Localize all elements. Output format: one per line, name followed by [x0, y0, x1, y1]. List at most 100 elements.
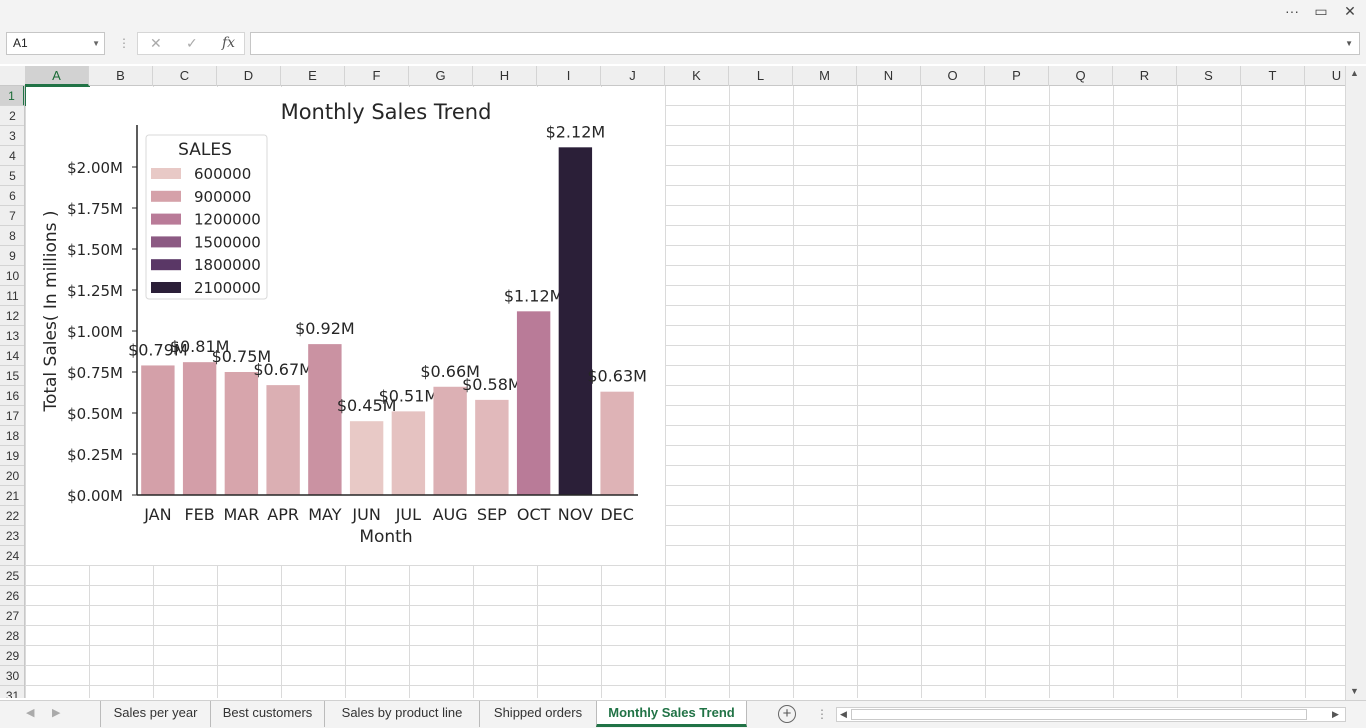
close-window-icon[interactable]: ✕ [1344, 3, 1356, 19]
column-header-i[interactable]: I [537, 66, 601, 86]
value-label-aug: $0.66M [420, 362, 480, 381]
row-header-14[interactable]: 14 [0, 346, 24, 366]
row-header-9[interactable]: 9 [0, 246, 24, 266]
column-header-m[interactable]: M [793, 66, 857, 86]
column-header-r[interactable]: R [1113, 66, 1177, 86]
row-header-1[interactable]: 1 [0, 86, 24, 106]
row-header-24[interactable]: 24 [0, 546, 24, 566]
row-header-12[interactable]: 12 [0, 306, 24, 326]
column-header-g[interactable]: G [409, 66, 473, 86]
scroll-right-icon[interactable]: ▶ [1332, 709, 1339, 719]
insert-function-icon[interactable]: fx [222, 35, 236, 51]
tab-scroll-left-icon[interactable]: ◀ [26, 707, 35, 719]
column-header-h[interactable]: H [473, 66, 537, 86]
scroll-down-icon[interactable]: ▼ [1350, 686, 1359, 696]
tab-sales-by-product-line[interactable]: Sales by product line [324, 701, 479, 727]
column-header-q[interactable]: Q [1049, 66, 1113, 86]
column-header-t[interactable]: T [1241, 66, 1305, 86]
more-options-icon[interactable]: ··· [1285, 3, 1299, 19]
row-header-26[interactable]: 26 [0, 586, 24, 606]
row-header-7[interactable]: 7 [0, 206, 24, 226]
column-header-p[interactable]: P [985, 66, 1049, 86]
row-header-21[interactable]: 21 [0, 486, 24, 506]
row-header-13[interactable]: 13 [0, 326, 24, 346]
expand-formula-icon[interactable]: ▼ [1345, 39, 1353, 48]
legend-entry: 1800000 [194, 256, 261, 274]
row-header-27[interactable]: 27 [0, 606, 24, 626]
row-header-23[interactable]: 23 [0, 526, 24, 546]
bar-feb [182, 362, 217, 495]
name-box[interactable]: A1 ▼ [6, 32, 105, 55]
row-header-30[interactable]: 30 [0, 666, 24, 686]
row-headers: 1 2 3 4 5 6 7 8 9 10 11 12 13 14 15 16 17 18 19 20 21 22 23 24 2… [0, 86, 25, 698]
column-header-a[interactable]: A [25, 66, 89, 86]
row-header-6[interactable]: 6 [0, 186, 24, 206]
row-header-8[interactable]: 8 [0, 226, 24, 246]
formula-bar-grip-icon[interactable]: ⋮ [118, 36, 130, 50]
name-box-dropdown-icon[interactable]: ▼ [92, 39, 100, 48]
column-header-u[interactable]: U [1305, 66, 1366, 86]
row-header-20[interactable]: 20 [0, 466, 24, 486]
formula-input[interactable]: ▼ [250, 32, 1360, 55]
row-header-29[interactable]: 29 [0, 646, 24, 666]
column-header-j[interactable]: J [601, 66, 665, 86]
bar-mar [224, 372, 259, 495]
vertical-scroll-thumb[interactable] [1351, 84, 1360, 726]
legend-title: SALES [178, 140, 232, 160]
tab-shipped-orders[interactable]: Shipped orders [479, 701, 596, 727]
legend-swatch [151, 282, 181, 293]
row-header-22[interactable]: 22 [0, 506, 24, 526]
tab-sales-per-year[interactable]: Sales per year [100, 701, 210, 727]
row-header-2[interactable]: 2 [0, 106, 24, 126]
row-header-28[interactable]: 28 [0, 626, 24, 646]
bar-nov [558, 147, 593, 495]
monthly-sales-chart[interactable]: Monthly Sales Trend $0.79M JAN $0.81M FEB $0.… [26, 87, 665, 565]
row-header-17[interactable]: 17 [0, 406, 24, 426]
horizontal-scroll-thumb[interactable] [851, 709, 1307, 720]
restore-window-icon[interactable]: ▭ [1314, 3, 1328, 19]
add-sheet-icon[interactable]: + [778, 705, 796, 723]
column-header-d[interactable]: D [217, 66, 281, 86]
scroll-left-icon[interactable]: ◀ [840, 709, 847, 719]
x-tick-label-dec: DEC [600, 505, 634, 524]
row-header-4[interactable]: 4 [0, 146, 24, 166]
bar-may [308, 344, 342, 495]
row-header-19[interactable]: 19 [0, 446, 24, 466]
column-header-b[interactable]: B [89, 66, 153, 86]
x-tick-label-sep: SEP [477, 505, 507, 524]
row-header-11[interactable]: 11 [0, 286, 24, 306]
x-tick-label-mar: MAR [223, 505, 259, 524]
row-header-25[interactable]: 25 [0, 566, 24, 586]
tab-bar-grip-icon[interactable]: ⋮ [816, 707, 828, 721]
row-header-31[interactable]: 31 [0, 686, 24, 698]
column-header-l[interactable]: L [729, 66, 793, 86]
y-tick-label: $0.00M [67, 487, 123, 505]
row-header-16[interactable]: 16 [0, 386, 24, 406]
tab-scroll-right-icon[interactable]: ▶ [52, 707, 61, 719]
scroll-up-icon[interactable]: ▲ [1350, 68, 1359, 78]
row-header-10[interactable]: 10 [0, 266, 24, 286]
sheet-tab-bar: ◀ ▶ Sales per year Best customers Sales … [0, 700, 1366, 728]
column-header-o[interactable]: O [921, 66, 985, 86]
row-header-3[interactable]: 3 [0, 126, 24, 146]
column-header-n[interactable]: N [857, 66, 921, 86]
column-header-k[interactable]: K [665, 66, 729, 86]
row-header-15[interactable]: 15 [0, 366, 24, 386]
value-label-dec: $0.63M [587, 367, 647, 386]
tab-monthly-sales-trend[interactable]: Monthly Sales Trend [596, 701, 747, 727]
bar-jun [349, 421, 384, 495]
row-header-5[interactable]: 5 [0, 166, 24, 186]
column-header-s[interactable]: S [1177, 66, 1241, 86]
column-header-c[interactable]: C [153, 66, 217, 86]
vertical-scrollbar[interactable]: ▲ ▼ [1345, 66, 1366, 700]
legend-swatch [151, 259, 181, 271]
bar-apr [266, 385, 300, 495]
column-header-f[interactable]: F [345, 66, 409, 86]
tab-best-customers[interactable]: Best customers [210, 701, 324, 727]
row-header-18[interactable]: 18 [0, 426, 24, 446]
enter-icon[interactable]: ✓ [186, 35, 198, 51]
value-label-jan: $0.79M [128, 340, 188, 359]
horizontal-scrollbar[interactable]: ◀ ▶ [836, 707, 1346, 722]
cancel-icon[interactable]: ✕ [150, 35, 162, 51]
column-header-e[interactable]: E [281, 66, 345, 86]
